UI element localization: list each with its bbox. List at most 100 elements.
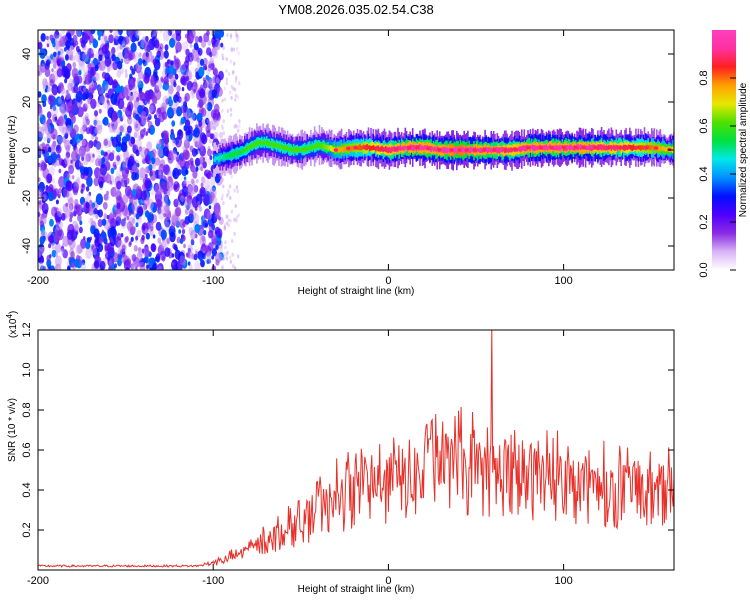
spectrogram-noise-cell: [237, 51, 240, 56]
spectrogram-ridge-cell: [380, 146, 382, 152]
spectrogram-noise-cell: [46, 35, 49, 41]
spectrogram-ridge-cell: [603, 144, 605, 151]
spectrogram-ridge-cell: [518, 146, 521, 152]
spectrogram-ridge-cell: [554, 146, 556, 151]
spectrogram-ridge-cell: [214, 156, 216, 162]
spectrogram-noise-cell: [198, 35, 203, 43]
spectrogram-noise-cell: [80, 99, 83, 105]
spectrogram-noise-cell: [172, 167, 180, 180]
spectrogram-noise-cell: [57, 207, 63, 218]
spectrogram-ridge-cell: [297, 146, 300, 153]
spectrogram-noise-cell: [54, 263, 62, 270]
spectrogram-noise-cell: [73, 203, 81, 214]
spectrogram-ridge-cell: [478, 148, 480, 152]
spectrogram-noise-cell: [64, 90, 71, 100]
spectrogram-noise-cell: [127, 101, 134, 112]
spectrogram-noise-cell: [136, 162, 140, 168]
spectrogram-noise-cell: [92, 247, 98, 256]
spectrogram-noise-cell: [94, 72, 101, 82]
spectrogram-noise-cell: [76, 138, 82, 147]
spectrogram-noise-cell: [226, 33, 229, 38]
spectrogram-noise-cell: [70, 261, 75, 268]
spectrogram-noise-cell: [190, 238, 194, 244]
spectrogram-ridge-cell: [274, 142, 277, 148]
spectrogram-noise-cell: [95, 193, 103, 205]
spectrogram-noise-cell: [60, 213, 66, 221]
spectrogram-noise-cell: [234, 204, 237, 208]
spectrogram-ridge-cell: [219, 154, 221, 161]
spectrogram-noise-cell: [175, 32, 182, 42]
spectrogram-noise-cell: [49, 96, 56, 106]
spectrogram-ridge-cell: [663, 147, 665, 151]
spectrogram-noise-cell: [116, 117, 121, 124]
spectrogram-ridge-cell: [572, 145, 575, 151]
spectrogram-noise-cell: [98, 54, 103, 62]
spectrogram-noise-cell: [112, 30, 119, 39]
spectrogram-noise-cell: [76, 30, 83, 37]
spectrogram-noise-cell: [108, 259, 113, 266]
spectrogram-noise-cell: [220, 123, 224, 128]
spectrogram-ridge-peak: [492, 148, 497, 152]
spectrogram-noise-cell: [175, 101, 179, 107]
spectrogram-ridge-peak: [503, 148, 508, 152]
spectrogram-noise-cell: [142, 225, 146, 231]
spectrogram-ridge-cell: [422, 146, 425, 151]
spectrogram-ridge-cell: [624, 144, 626, 151]
spectrogram-noise-cell: [130, 136, 136, 145]
spectrogram-noise-cell: [136, 251, 143, 262]
spectrogram-noise-cell: [214, 252, 222, 263]
spectrogram-noise-cell: [47, 235, 52, 242]
spectrogram-noise-cell: [185, 108, 191, 117]
spectrogram-ridge-peak: [617, 145, 622, 150]
colorbar: 0.0 0.2 0.4 0.6 0.8 Normalized spectral ampl…: [698, 30, 749, 278]
spectrogram-ridge-cell: [600, 144, 603, 151]
spectrogram-noise-cell: [90, 48, 95, 55]
spectrogram-noise-cell: [212, 35, 216, 40]
spectrogram-ridge-cell: [537, 145, 539, 151]
spectrogram-noise-cell: [185, 75, 190, 82]
spectrogram-noise-cell: [111, 110, 118, 122]
spectrogram-ridge-cell: [361, 145, 364, 150]
spectrogram-ridge-cell: [237, 150, 240, 155]
spectrogram-ridge-cell: [310, 145, 312, 151]
spectrogram-ridge-cell: [281, 145, 284, 150]
spectrogram-noise-cell: [211, 89, 217, 98]
spectrogram-noise-cell: [75, 146, 79, 153]
spectrogram-noise-cell: [90, 66, 96, 77]
spectrogram-ridge-peak: [436, 147, 442, 152]
spectrogram-noise-cell: [144, 35, 149, 43]
spectrogram-ridge-cell: [329, 145, 332, 151]
spectrogram-noise-cell: [82, 51, 89, 62]
spectrogram-x-tick-label: -200: [27, 275, 49, 287]
spectrogram-ridge-cell: [275, 143, 278, 148]
spectrogram-ridge-cell: [234, 150, 236, 157]
spectrogram-ridge-cell: [402, 145, 404, 151]
spectrogram-noise-cell: [107, 122, 111, 128]
spectrogram-ridge-cell: [460, 146, 463, 153]
spectrogram-noise-cell: [107, 174, 115, 186]
spectrogram-ridge-cell: [278, 143, 280, 149]
spectrogram-ridge-cell: [342, 146, 344, 153]
spectrogram-ridge-peak: [653, 146, 659, 150]
spectrogram-noise-cell: [85, 153, 91, 162]
spectrogram-noise-cell: [174, 137, 178, 144]
spectrogram-noise-cell: [86, 47, 90, 52]
spectrogram-noise-cell: [101, 35, 108, 46]
spectrogram-noise-cell: [190, 230, 197, 240]
spectrogram-noise-cell: [133, 263, 138, 270]
spectrogram-noise-cell: [209, 155, 213, 161]
spectrogram-noise-cell: [93, 228, 100, 238]
snr-y-tick-label: 0.6: [21, 442, 33, 457]
spectrogram-noise-cell: [235, 33, 238, 38]
spectrogram-ridge-cell: [441, 147, 443, 153]
spectrogram-noise-cell: [74, 159, 82, 170]
spectrogram-noise-cell: [100, 168, 104, 174]
spectrogram-noise-cell: [171, 139, 176, 147]
spectrogram-noise-cell: [133, 132, 138, 139]
spectrogram-ridge-cell: [643, 145, 646, 150]
spectrogram-noise-cell: [141, 248, 145, 254]
spectrogram-noise-cell: [42, 101, 47, 108]
spectrogram-ridge-cell: [598, 144, 600, 151]
spectrogram-noise-cell: [58, 176, 66, 188]
spectrogram-noise-cell: [128, 155, 135, 167]
